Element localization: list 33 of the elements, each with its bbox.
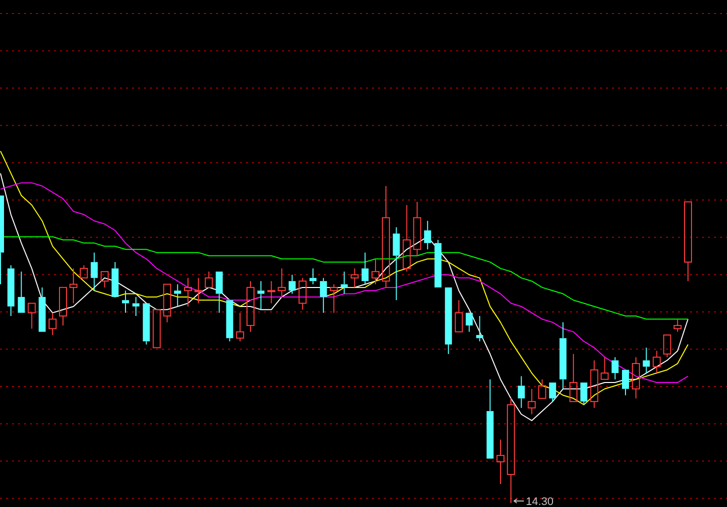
candlestick	[590, 360, 598, 408]
candlestick	[246, 280, 254, 332]
candlestick	[518, 376, 525, 408]
candlestick	[372, 258, 380, 285]
candlestick	[496, 439, 504, 484]
candlestick	[288, 274, 296, 294]
candlestick	[7, 264, 14, 316]
candlestick	[132, 296, 140, 316]
candlestick	[362, 252, 369, 285]
candlestick	[392, 226, 400, 301]
candlestick	[257, 280, 264, 310]
candlestick	[642, 347, 650, 374]
candlestick	[236, 312, 244, 342]
candlestick	[340, 271, 348, 294]
candlestick	[184, 277, 192, 307]
candlestick	[476, 315, 484, 342]
candlestick	[194, 277, 202, 304]
candlestick	[90, 252, 98, 292]
candlestick	[632, 356, 640, 399]
candlestick	[278, 268, 286, 298]
candlestick	[174, 284, 182, 307]
annotation: 14.30	[526, 496, 554, 507]
candlestick	[674, 318, 682, 332]
candlestick	[382, 186, 390, 288]
candlestick	[267, 280, 276, 304]
candlestick	[350, 268, 359, 288]
candlestick	[69, 268, 78, 304]
candlestick	[612, 356, 619, 380]
candlestick	[424, 220, 432, 250]
candlestick	[560, 322, 566, 390]
candlestick	[310, 268, 316, 285]
candlestick	[320, 277, 327, 314]
candlestick	[122, 290, 129, 314]
